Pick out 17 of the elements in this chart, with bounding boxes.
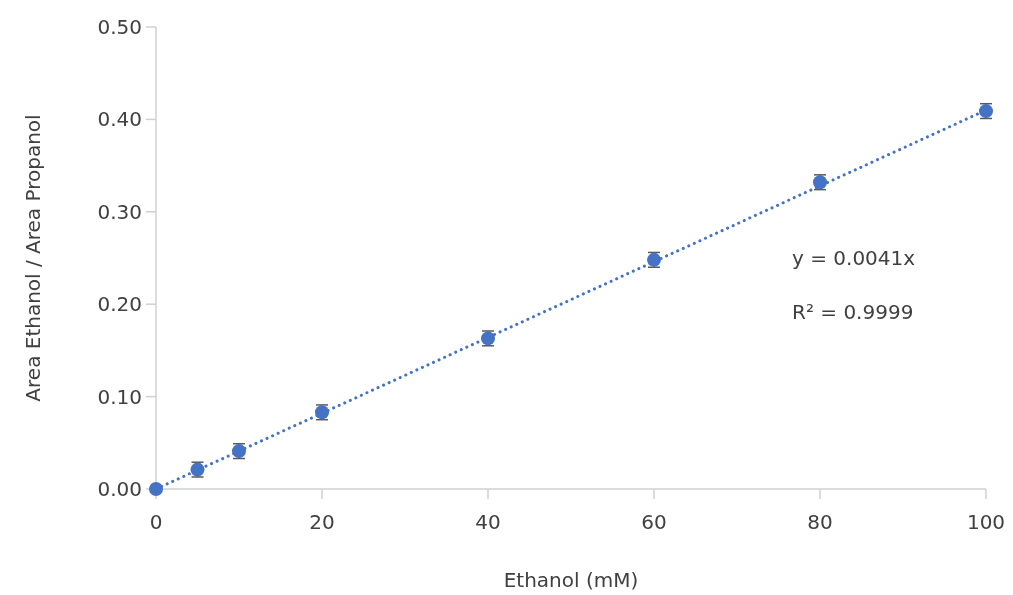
y-tick-label: 0.00 bbox=[97, 477, 142, 501]
x-tick-label: 80 bbox=[807, 510, 833, 534]
y-tick-label: 0.10 bbox=[97, 384, 142, 409]
x-tick-label: 20 bbox=[309, 510, 335, 534]
annotation: y = 0.0041x bbox=[792, 246, 916, 270]
y-tick-label: 0.50 bbox=[97, 15, 142, 39]
x-tick-label: 0 bbox=[149, 510, 163, 534]
annotation: R² = 0.9999 bbox=[792, 300, 914, 324]
y-tick-label: 0.40 bbox=[97, 107, 142, 132]
y-tick-label: 0.30 bbox=[97, 199, 142, 224]
x-tick-label: 40 bbox=[475, 510, 501, 534]
point bbox=[149, 482, 163, 496]
y-tick-label: 0.20 bbox=[97, 292, 142, 317]
x-tick-label: 60 bbox=[641, 510, 667, 534]
x-axis-title: Ethanol (mM) bbox=[503, 568, 639, 592]
x-tick-label: 100 bbox=[966, 510, 1006, 534]
y-axis-title: Area Ethanol / Area Propanol bbox=[21, 114, 45, 402]
